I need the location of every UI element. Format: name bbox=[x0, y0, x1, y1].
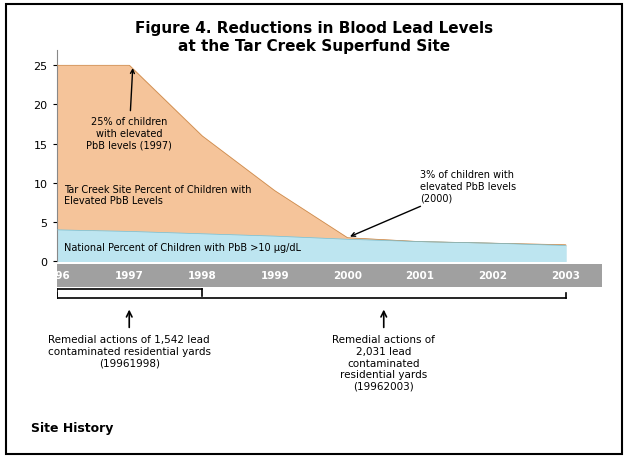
Text: Remedial actions of
2,031 lead
contaminated
residential yards
(19962003): Remedial actions of 2,031 lead contamina… bbox=[332, 335, 435, 391]
Text: Remedial actions of 1,542 lead
contaminated residential yards
(19961998): Remedial actions of 1,542 lead contamina… bbox=[48, 335, 211, 368]
Text: 2001: 2001 bbox=[406, 271, 435, 281]
Text: National Percent of Children with PbB >10 μg/dL: National Percent of Children with PbB >1… bbox=[64, 242, 301, 252]
Text: 1997: 1997 bbox=[115, 271, 144, 281]
Text: Figure 4. Reductions in Blood Lead Levels: Figure 4. Reductions in Blood Lead Level… bbox=[135, 21, 493, 36]
Text: 1998: 1998 bbox=[188, 271, 216, 281]
Text: Tar Creek Site Percent of Children with
Elevated PbB Levels: Tar Creek Site Percent of Children with … bbox=[64, 185, 251, 206]
Text: 1996: 1996 bbox=[42, 271, 71, 281]
Text: 25% of children
with elevated
PbB levels (1997): 25% of children with elevated PbB levels… bbox=[86, 70, 172, 150]
Text: 3% of children with
elevated PbB levels
(2000): 3% of children with elevated PbB levels … bbox=[352, 170, 516, 237]
Text: at the Tar Creek Superfund Site: at the Tar Creek Superfund Site bbox=[178, 39, 450, 54]
Text: 2002: 2002 bbox=[479, 271, 507, 281]
Text: 2003: 2003 bbox=[551, 271, 580, 281]
Text: Site History: Site History bbox=[31, 421, 114, 434]
Text: 2000: 2000 bbox=[333, 271, 362, 281]
Text: 1999: 1999 bbox=[261, 271, 289, 281]
